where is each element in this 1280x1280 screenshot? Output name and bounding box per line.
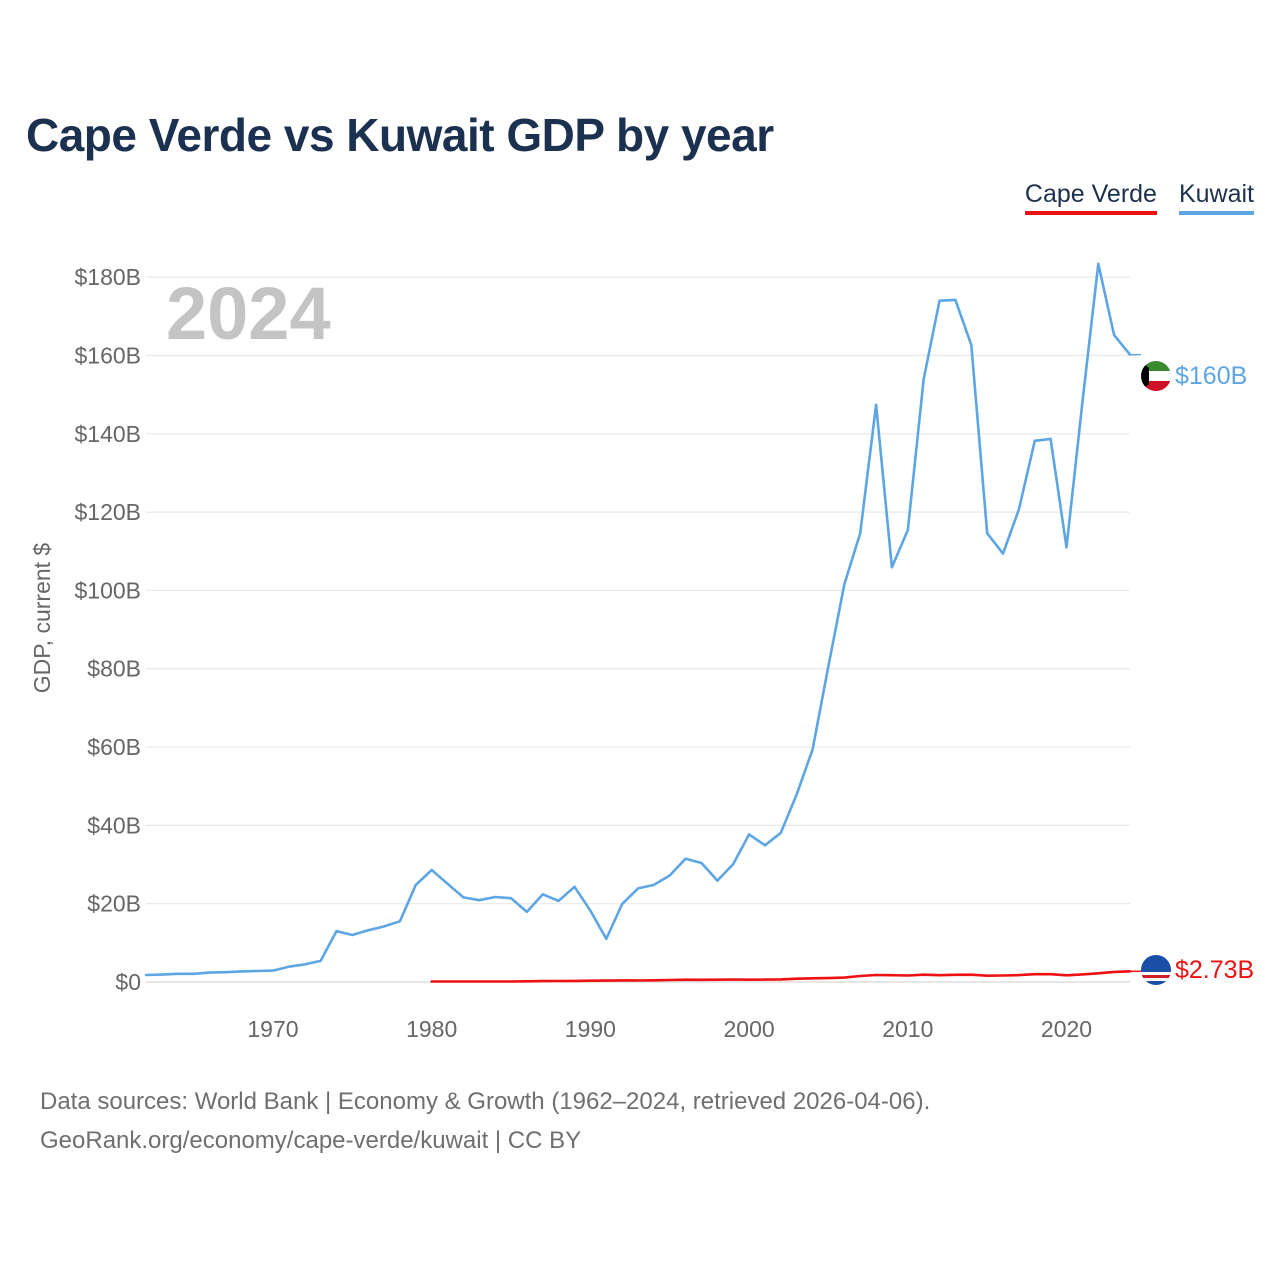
chart-title: Cape Verde vs Kuwait GDP by year <box>26 109 774 161</box>
footer: Data sources: World Bank | Economy & Gro… <box>40 1082 930 1160</box>
y-tick-label: $80B <box>87 656 141 682</box>
year-watermark: 2024 <box>166 272 331 355</box>
y-tick-label: $160B <box>74 342 141 368</box>
y-axis-label: GDP, current $ <box>29 543 55 694</box>
x-tick-label: 1990 <box>565 1016 616 1042</box>
kuwait-end-value: $160B <box>1175 362 1247 390</box>
x-axis-ticks: 1970 1980 1990 2000 2010 2020 <box>247 1016 1092 1042</box>
legend-item-kuwait[interactable]: Kuwait <box>1178 180 1254 215</box>
y-tick-label: $180B <box>74 264 141 290</box>
y-tick-label: $0 <box>115 969 141 995</box>
y-tick-label: $60B <box>87 734 141 760</box>
y-tick-label: $120B <box>74 499 141 525</box>
kuwait-flag-icon <box>1141 361 1171 391</box>
cape-verde-end-value: $2.73B <box>1175 956 1254 984</box>
y-tick-label: $40B <box>87 812 141 838</box>
x-tick-label: 2010 <box>882 1016 933 1042</box>
series-line-kuwait[interactable] <box>144 262 1132 977</box>
legend: Cape Verde Kuwait <box>1024 180 1254 215</box>
y-tick-label: $100B <box>74 577 141 603</box>
y-tick-label: $140B <box>74 421 141 447</box>
cape-verde-flag-icon <box>1141 955 1171 985</box>
x-tick-label: 2000 <box>724 1016 775 1042</box>
series-lines <box>144 262 1141 983</box>
line-chart: $0 $20B $40B $60B $80B $100B $120B $140B $160B $1… <box>29 262 1254 1042</box>
gridlines <box>146 276 1130 983</box>
footer-attribution[interactable]: GeoRank.org/economy/cape-verde/kuwait | … <box>40 1127 582 1154</box>
legend-item-cape-verde[interactable]: Cape Verde <box>1024 180 1157 215</box>
y-axis-ticks: $0 $20B $40B $60B $80B $100B $120B $140B $160B $1… <box>74 264 141 995</box>
series-line-cape-verde[interactable] <box>430 969 1132 983</box>
x-tick-label: 2020 <box>1041 1016 1092 1042</box>
footer-source: Data sources: World Bank | Economy & Gro… <box>40 1088 931 1115</box>
x-tick-label: 1970 <box>247 1016 298 1042</box>
x-tick-label: 1980 <box>406 1016 457 1042</box>
y-tick-label: $20B <box>87 891 141 917</box>
